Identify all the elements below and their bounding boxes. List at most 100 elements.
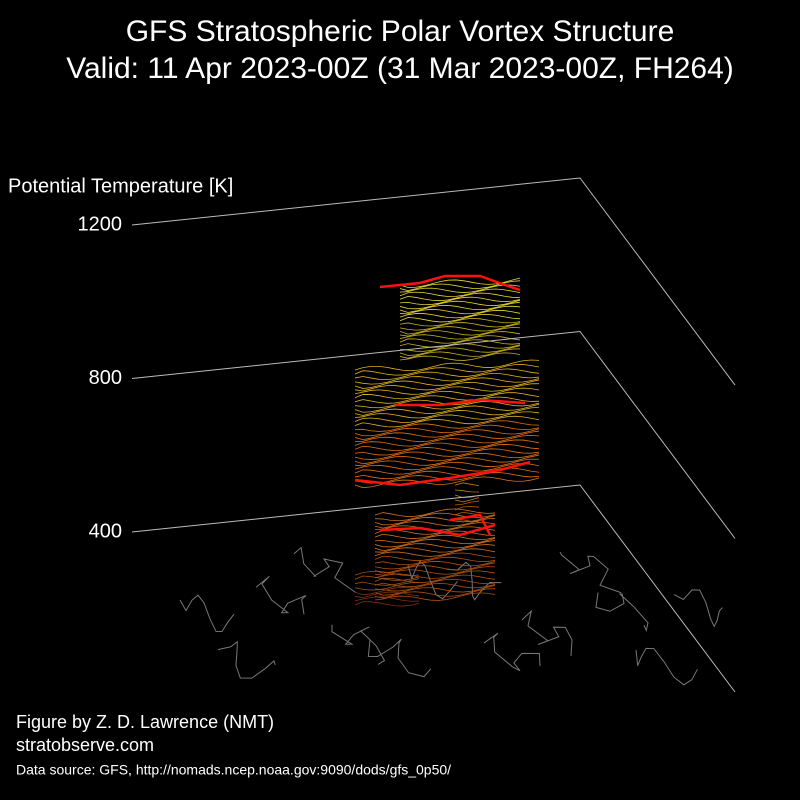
vortex-contour xyxy=(454,482,480,487)
vortex-contour xyxy=(374,566,496,576)
vortex-contour xyxy=(354,411,540,423)
vortex-contour xyxy=(354,601,420,607)
vortex-contour xyxy=(399,305,521,315)
vortex-contour xyxy=(374,534,496,544)
vortex-contour xyxy=(374,517,496,529)
vortex-contour xyxy=(399,299,521,310)
z-tick-label: 1200 xyxy=(78,213,123,235)
vortex-contour xyxy=(399,335,521,344)
vortex-contour xyxy=(399,301,521,313)
vortex-contour xyxy=(354,415,540,428)
vortex-contour xyxy=(374,512,496,522)
vortex-contour xyxy=(354,428,540,441)
vortex-contour xyxy=(399,309,521,319)
vortex-contour xyxy=(354,373,540,385)
vortex-edge xyxy=(379,274,521,292)
vortex-contour xyxy=(354,454,540,467)
vortex-contour xyxy=(354,406,540,419)
chart-title: GFS Stratospheric Polar Vortex Structure xyxy=(126,15,675,48)
vortex-contour xyxy=(354,387,540,400)
grid-plane xyxy=(131,484,736,693)
vortex-contour xyxy=(354,434,540,447)
vortex-contour xyxy=(399,284,521,293)
vortex-contour xyxy=(374,578,496,588)
vortex-contour xyxy=(374,585,496,596)
z-tick-label: 400 xyxy=(89,520,122,542)
vortex-rendering xyxy=(179,274,723,686)
vortex-contour xyxy=(354,578,420,586)
website: stratobserve.com xyxy=(16,735,154,755)
vortex-contour xyxy=(354,377,540,389)
credit: Figure by Z. D. Lawrence (NMT) xyxy=(16,712,274,732)
source: Data source: GFS, http://nomads.ncep.noa… xyxy=(16,762,451,778)
vortex-contour xyxy=(354,596,420,602)
vortex-contour xyxy=(399,327,521,337)
vortex-edge xyxy=(449,513,492,536)
vortex-edge xyxy=(395,398,526,407)
vortex-contour xyxy=(354,452,540,465)
vortex-contour xyxy=(399,323,521,335)
vortex-contour xyxy=(354,364,540,376)
vortex-contour xyxy=(374,530,496,539)
vortex-contour xyxy=(399,318,521,327)
vortex-contour xyxy=(454,497,480,503)
vortex-contour xyxy=(454,500,480,506)
vortex-contour xyxy=(354,570,420,577)
vortex-contour xyxy=(374,515,496,526)
grid-plane xyxy=(131,330,736,539)
vortex-contour xyxy=(399,313,521,323)
vortex-contour xyxy=(399,322,521,331)
vortex-contour xyxy=(454,511,480,516)
vortex-contour xyxy=(374,552,496,561)
vortex-contour xyxy=(354,401,540,413)
vortex-contour xyxy=(374,560,496,570)
vortex-contour xyxy=(399,331,521,340)
vortex-contour xyxy=(399,345,521,356)
vortex-contour xyxy=(354,586,420,596)
vortex-contour xyxy=(374,538,496,548)
vortex-contour xyxy=(399,288,521,297)
vortex-contour xyxy=(374,582,496,592)
vortex-contour xyxy=(354,424,540,437)
vortex-contour xyxy=(354,403,540,416)
axis-label: Potential Temperature [K] xyxy=(8,175,233,197)
vortex-contour xyxy=(354,448,540,460)
vortex-contour xyxy=(399,339,521,348)
vortex-contour xyxy=(354,591,420,599)
vortex-contour xyxy=(399,292,521,302)
vortex-contour xyxy=(374,548,496,557)
vortex-contour xyxy=(354,379,540,392)
vortex-contour xyxy=(354,359,540,372)
vortex-contour xyxy=(374,508,496,517)
vortex-contour xyxy=(399,296,521,306)
vortex-contour xyxy=(374,574,496,584)
vortex-contour xyxy=(374,592,496,601)
z-tick-label: 800 xyxy=(89,367,122,389)
vortex-contour xyxy=(354,575,420,581)
vortex-edge xyxy=(354,460,531,487)
vortex-contour xyxy=(354,439,540,452)
vortex-contour xyxy=(374,588,496,599)
vortex-contour xyxy=(354,582,420,591)
vortex-contour xyxy=(354,430,540,443)
vortex-contour xyxy=(354,368,540,381)
vortex-contour xyxy=(374,540,496,552)
vortex-contour xyxy=(354,458,540,471)
vortex-contour xyxy=(374,556,496,566)
vortex-edge xyxy=(379,523,496,537)
vortex-contour xyxy=(374,544,496,553)
vortex-contour xyxy=(354,392,540,404)
vortex-contour xyxy=(454,489,480,493)
vortex-contour xyxy=(354,443,540,456)
vortex-contour xyxy=(354,383,540,395)
chart-subtitle: Valid: 11 Apr 2023-00Z (31 Mar 2023-00Z,… xyxy=(66,52,734,85)
vortex-contour xyxy=(354,463,540,475)
vortex-contour xyxy=(354,420,540,432)
vortex-contour xyxy=(399,348,521,359)
vortex-contour xyxy=(454,506,480,511)
vortex-contour xyxy=(399,352,521,361)
coastline xyxy=(179,546,723,686)
